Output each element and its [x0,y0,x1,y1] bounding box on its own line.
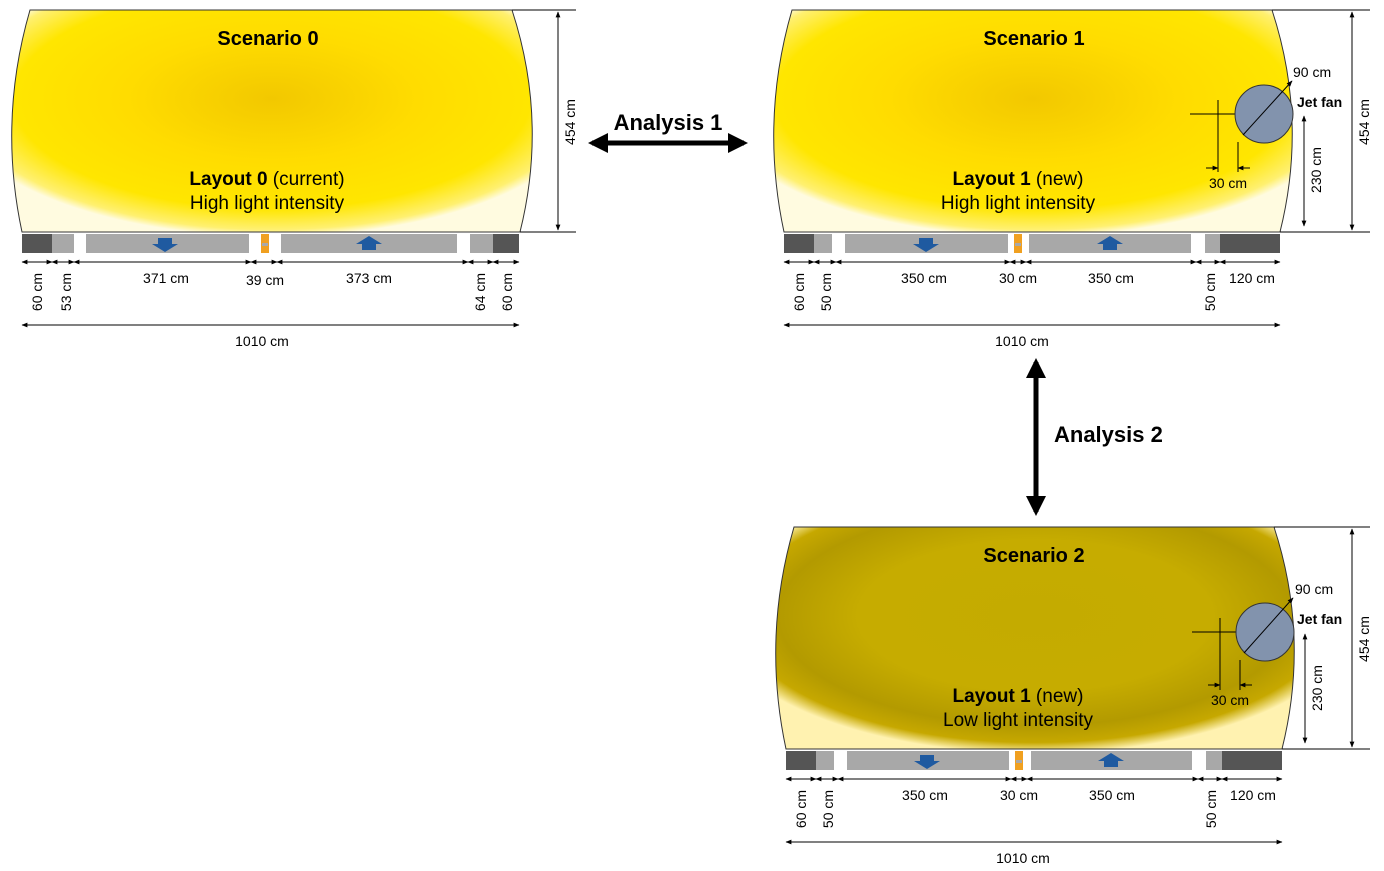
height-label: 454 cm [1356,616,1372,662]
dim-label: 50 cm [1203,790,1219,828]
dim-label: 120 cm [1230,787,1276,803]
height-label: 454 cm [562,99,578,145]
dim-label: 373 cm [346,270,392,286]
analysis-1-connector: Analysis 1 [588,110,748,153]
scenario-title: Scenario 1 [983,28,1084,50]
dim-label: 350 cm [1089,787,1135,803]
dimension-lines [785,526,1370,845]
jet-fan-label: Jet fan [1297,94,1342,110]
dim-label: 60 cm [29,273,45,311]
scenario-title: Scenario 2 [983,545,1084,567]
jet-fan: 90 cm Jet fan 30 cm 230 cm [1190,64,1342,227]
up-arrow-icon [1098,753,1124,767]
road-surface [786,751,1282,770]
scenario-1-panel: Scenario 1 Layout 1 (new) High light int… [773,9,1372,349]
layout-label: Layout 1 (new) [953,686,1084,707]
jet-fan-offset-label: 30 cm [1211,692,1249,708]
scenario-0-panel: Scenario 0 Layout 0 (current) High light… [11,9,578,349]
dim-label: 64 cm [472,273,488,311]
analysis-2-connector: Analysis 2 [1026,358,1163,516]
dim-label: 60 cm [791,273,807,311]
width-label: 1010 cm [235,333,289,349]
dim-label: 371 cm [143,270,189,286]
dimension-lines [21,9,576,328]
dim-label: 60 cm [499,273,515,311]
jet-fan-height-label: 230 cm [1308,147,1324,193]
jet-fan-label: Jet fan [1297,611,1342,627]
scenario-title: Scenario 0 [217,28,318,50]
analysis-2-label: Analysis 2 [1054,422,1163,447]
jet-fan-height-label: 230 cm [1309,665,1325,711]
up-arrow-icon [356,236,382,250]
down-arrow-icon [913,238,939,252]
dim-label: 350 cm [901,270,947,286]
jet-fan-diameter-label: 90 cm [1295,581,1333,597]
down-arrow-icon [914,755,940,769]
road-surface [22,234,519,253]
dim-label: 120 cm [1229,270,1275,286]
jet-fan-circle [1235,602,1295,662]
dim-label: 53 cm [58,273,74,311]
light-intensity-label: High light intensity [190,193,345,214]
dim-label: 350 cm [902,787,948,803]
light-intensity-label: High light intensity [941,193,1096,214]
width-label: 1010 cm [995,333,1049,349]
light-intensity-label: Low light intensity [943,710,1093,731]
dim-label: 30 cm [999,270,1037,286]
dim-label: 50 cm [818,273,834,311]
dim-label: 50 cm [820,790,836,828]
dim-label: 39 cm [246,272,284,288]
scenario-2-panel: Scenario 2 Layout 1 (new) Low light inte… [775,526,1372,866]
dim-label: 350 cm [1088,270,1134,286]
width-label: 1010 cm [996,850,1050,866]
down-arrow-icon [152,238,178,252]
dimension-lines [783,9,1370,328]
jet-fan-diameter-label: 90 cm [1293,64,1331,80]
dim-label: 60 cm [793,790,809,828]
layout-label: Layout 1 (new) [953,169,1084,190]
analysis-1-label: Analysis 1 [614,110,723,135]
jet-fan: 90 cm Jet fan 30 cm 230 cm [1192,581,1342,744]
dim-label: 50 cm [1202,273,1218,311]
dim-label: 30 cm [1000,787,1038,803]
road-surface [784,234,1280,253]
up-arrow-icon [1097,236,1123,250]
layout-label: Layout 0 (current) [189,169,344,190]
jet-fan-offset-label: 30 cm [1209,175,1247,191]
height-label: 454 cm [1356,99,1372,145]
